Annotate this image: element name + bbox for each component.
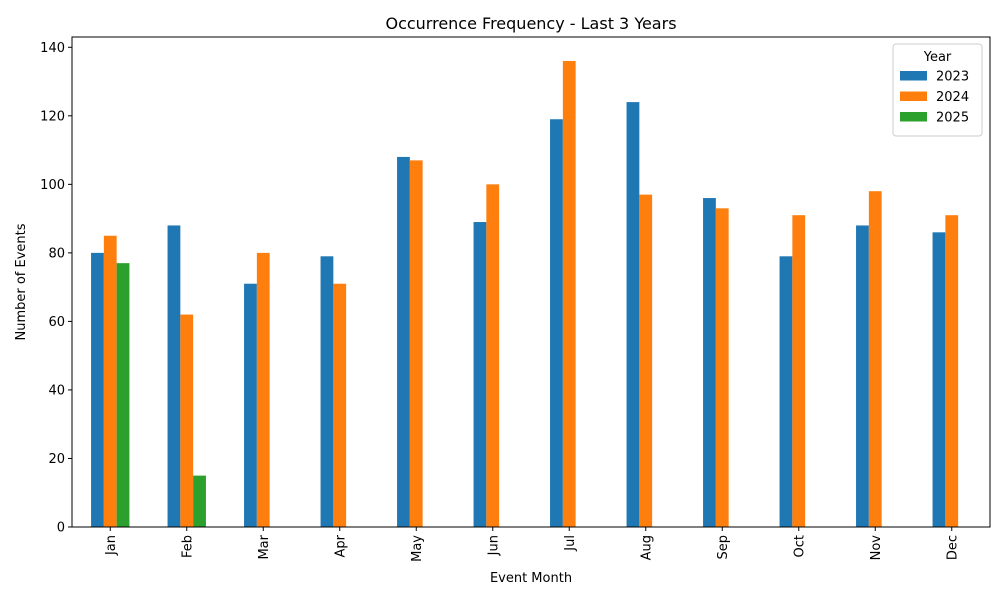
bars-group <box>91 60 959 528</box>
x-tick-label-feb: Feb <box>180 535 195 558</box>
y-axis-label: Number of Events <box>14 223 29 340</box>
x-tick-label-may: May <box>410 535 425 562</box>
x-tick-label-mar: Mar <box>257 534 272 559</box>
bar-2023-dec <box>932 232 946 527</box>
legend-swatch-2025 <box>900 112 927 122</box>
legend-label-2024: 2024 <box>936 90 969 105</box>
bar-2023-may <box>397 156 410 528</box>
bar-2024-jun <box>486 184 500 527</box>
x-axis-label: Event Month <box>490 571 572 586</box>
x-tick-label-oct: Oct <box>792 535 807 557</box>
legend: Year 2023 2024 2025 <box>892 43 983 137</box>
bar-2024-dec <box>945 215 959 527</box>
plot-frame <box>71 36 991 528</box>
x-tick-label-jul: Jul <box>563 535 578 552</box>
chart-title: Occurrence Frequency - Last 3 Years <box>385 14 676 33</box>
bar-2023-oct <box>779 256 793 527</box>
y-tick-label: 60 <box>48 315 65 330</box>
x-tick-label-dec: Dec <box>945 535 960 560</box>
y-tick-label: 0 <box>57 521 65 536</box>
y-tick-label: 120 <box>40 109 65 124</box>
bar-2024-aug <box>639 194 653 527</box>
bar-2023-jul <box>550 119 563 527</box>
y-tick-label: 100 <box>40 178 65 193</box>
legend-swatch-2024 <box>900 91 927 101</box>
y-tick-label: 140 <box>40 41 65 56</box>
x-tick-label-jun: Jun <box>486 535 501 556</box>
bar-2024-feb <box>180 314 194 527</box>
legend-label-2023: 2023 <box>936 70 969 85</box>
bar-2024-mar <box>256 252 270 527</box>
bar-2023-sep <box>703 198 716 527</box>
legend-swatch-2023 <box>900 71 927 81</box>
bar-2024-sep <box>715 208 729 527</box>
bar-2024-apr <box>333 283 347 527</box>
bar-2024-jul <box>562 60 576 527</box>
bar-2023-aug <box>626 102 640 528</box>
bar-2024-may <box>409 160 423 528</box>
bar-2024-oct <box>792 215 806 527</box>
x-tick-label-aug: Aug <box>639 535 654 560</box>
bar-2023-apr <box>320 256 334 527</box>
bar-2023-jan <box>91 252 104 527</box>
bar-2024-jan <box>103 235 117 527</box>
bar-2025-jan <box>116 263 130 527</box>
bar-2023-jun <box>473 222 487 527</box>
x-tick-label-apr: Apr <box>333 534 348 557</box>
y-tick-label: 20 <box>48 452 65 467</box>
bar-2024-nov <box>868 191 882 527</box>
legend-label-2025: 2025 <box>936 111 969 126</box>
x-tick-label-sep: Sep <box>716 535 731 560</box>
bar-2023-nov <box>856 225 869 527</box>
bar-2023-mar <box>244 283 257 527</box>
bar-2025-feb <box>193 475 206 527</box>
legend-title: Year <box>923 50 952 65</box>
y-tick-label: 40 <box>48 383 65 398</box>
bar-2023-feb <box>167 225 181 527</box>
y-tick-label: 80 <box>48 246 65 261</box>
axes-group: 0 20 40 60 80 100 120 140 Jan Feb Mar Apr May Jun Jul A… <box>40 36 991 562</box>
x-tick-label-jan: Jan <box>104 535 119 556</box>
x-tick-label-nov: Nov <box>869 535 884 561</box>
